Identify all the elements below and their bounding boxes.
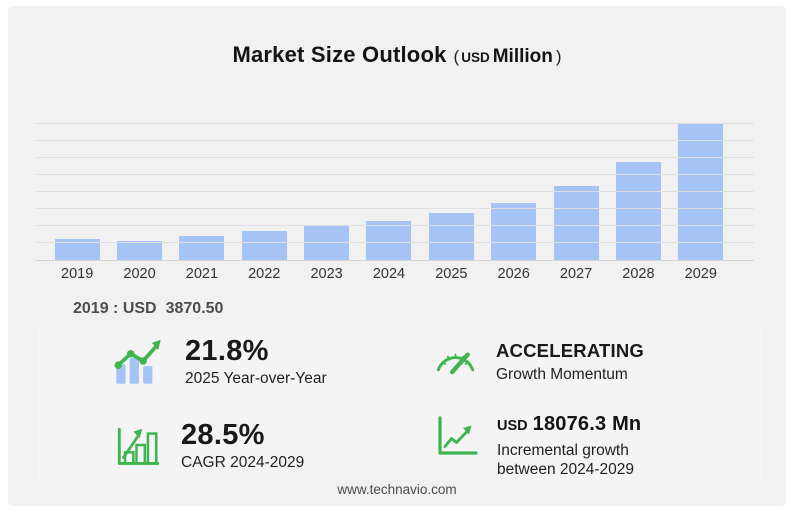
bar-2022: [241, 125, 287, 260]
x-tick-2029: 2029: [684, 266, 717, 282]
stat-incremental: USD 18076.3 Mn Incremental growth between…: [432, 412, 675, 479]
bar-chart-plot-area: [36, 123, 754, 261]
bar-2027: [553, 125, 599, 260]
stat-yoy: 21.8% 2025 Year-over-Year: [110, 336, 327, 391]
bar-2028: [615, 125, 661, 260]
x-tick-2019: 2019: [61, 266, 94, 282]
stat-momentum: ACCELERATING Growth Momentum: [432, 340, 644, 385]
title-currency: USD: [461, 50, 490, 65]
gridline: [36, 157, 754, 158]
stat-cagr-value: 28.5%: [181, 419, 265, 451]
trend-bars-icon: [110, 336, 168, 391]
gridline: [36, 174, 754, 175]
x-tick-2028: 2028: [622, 266, 655, 282]
title-close-paren: ): [555, 47, 562, 66]
title-open-paren: (: [453, 47, 460, 66]
gridline: [36, 140, 754, 141]
bar-2019: [54, 125, 100, 260]
bar-2024: [366, 125, 412, 260]
base-year-label: 2019 : USD: [73, 300, 157, 317]
stat-incremental-currency: USD: [497, 418, 528, 434]
bar-2025: [428, 125, 474, 260]
x-tick-2021: 2021: [185, 266, 219, 282]
x-tick-2024: 2024: [372, 266, 406, 282]
bar-2023: [304, 125, 350, 260]
x-tick-2026: 2026: [497, 266, 530, 282]
gridline: [36, 208, 754, 209]
stat-yoy-value: 21.8%: [185, 335, 269, 367]
growth-bars-icon: [110, 420, 164, 475]
gridline: [36, 191, 754, 192]
title-unit: Million: [492, 46, 553, 67]
stat-cagr-label: CAGR 2024-2029: [181, 454, 305, 471]
bar-2029: [678, 124, 724, 260]
line-chart-icon: [432, 412, 480, 465]
x-tick-2027: 2027: [559, 266, 593, 282]
stat-cagr: 28.5% CAGR 2024-2029: [110, 420, 304, 475]
x-tick-2023: 2023: [310, 266, 343, 282]
chart-title: Market Size Outlook (USD Million): [8, 42, 786, 68]
speedometer-icon: [432, 340, 479, 385]
x-tick-2022: 2022: [248, 266, 281, 282]
x-tick-2025: 2025: [435, 266, 468, 282]
x-tick-2020: 2020: [123, 266, 156, 282]
x-axis-labels: 2019 2020 2021 2022 2023 2024 2025 2026 2027 2028…: [36, 266, 754, 282]
base-year-note: 2019 : USD 3870.50: [73, 300, 223, 318]
stats-panel: [37, 328, 763, 480]
gridline: [36, 225, 754, 226]
gridline: [36, 242, 754, 243]
footer: www.technavio.com: [8, 481, 786, 499]
bar-2026: [491, 125, 537, 260]
stat-incremental-value: 18076.3 Mn: [532, 413, 642, 435]
bar-2020: [117, 125, 163, 260]
stat-momentum-label: Growth Momentum: [496, 366, 628, 383]
website-link[interactable]: www.technavio.com: [337, 482, 457, 497]
stat-momentum-value: ACCELERATING: [496, 340, 644, 361]
bar-2021: [179, 125, 225, 260]
base-year-value: 3870.50: [165, 300, 224, 317]
gridline: [36, 123, 754, 124]
stat-incremental-label: Incremental growth between 2024-2029: [497, 442, 635, 478]
title-text: Market Size Outlook: [232, 42, 447, 67]
stat-yoy-label: 2025 Year-over-Year: [185, 370, 327, 387]
market-outlook-card: Market Size Outlook(USD Million) 2019 2020…: [8, 6, 786, 506]
